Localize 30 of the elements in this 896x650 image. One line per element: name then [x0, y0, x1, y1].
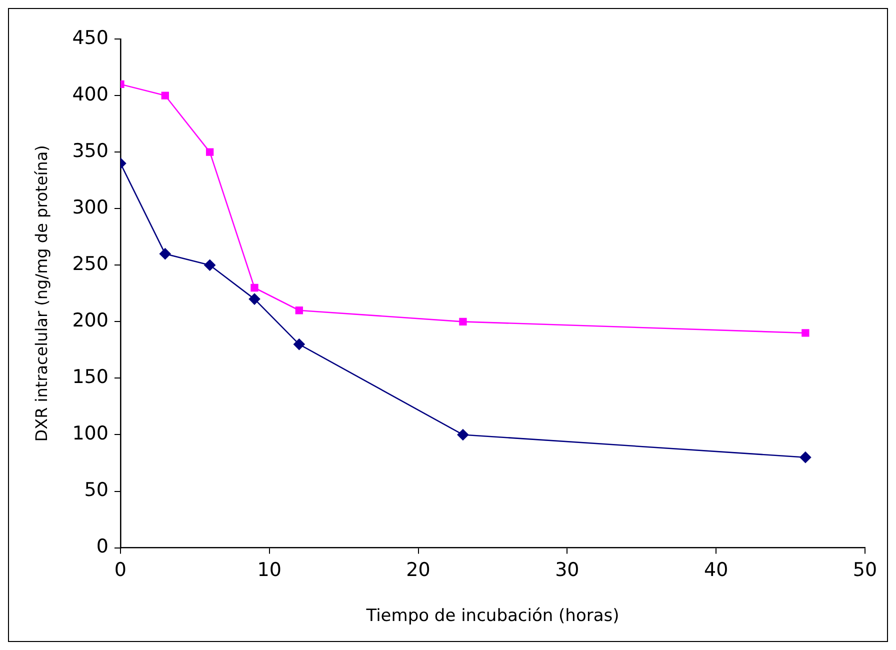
point	[250, 284, 258, 292]
point	[802, 329, 810, 337]
point	[159, 248, 171, 260]
y-tick-label: 350	[72, 140, 108, 162]
x-tick-label: 30	[555, 559, 580, 582]
x-tick-label: 40	[704, 559, 728, 582]
y-tick-label: 100	[72, 422, 108, 445]
y-axis-title: DXR intracelular (ng/mg de proteína)	[32, 145, 51, 442]
point	[294, 338, 305, 350]
point	[204, 259, 216, 271]
x-tick-label: 20	[406, 559, 430, 582]
y-tick-label: 450	[72, 26, 108, 49]
point	[161, 92, 169, 100]
x-tick-label: 10	[257, 559, 282, 582]
y-tick-label: 50	[84, 479, 108, 502]
x-tick-label: 50	[852, 559, 878, 582]
point	[206, 148, 214, 156]
y-tick-label: 200	[72, 310, 108, 332]
point	[457, 429, 469, 440]
x-axis-title: Tiempo de incubación (horas)	[365, 606, 620, 626]
x-tick-label: 0	[114, 559, 127, 582]
y-tick-label: 400	[72, 83, 108, 106]
point	[248, 293, 260, 305]
point	[459, 318, 467, 326]
y-tick-label: 300	[72, 196, 108, 219]
point	[800, 452, 812, 463]
y-tick-label: 250	[72, 253, 108, 276]
point	[295, 306, 303, 314]
y-tick-label: 0	[96, 536, 108, 558]
y-tick-label: 150	[72, 366, 108, 388]
